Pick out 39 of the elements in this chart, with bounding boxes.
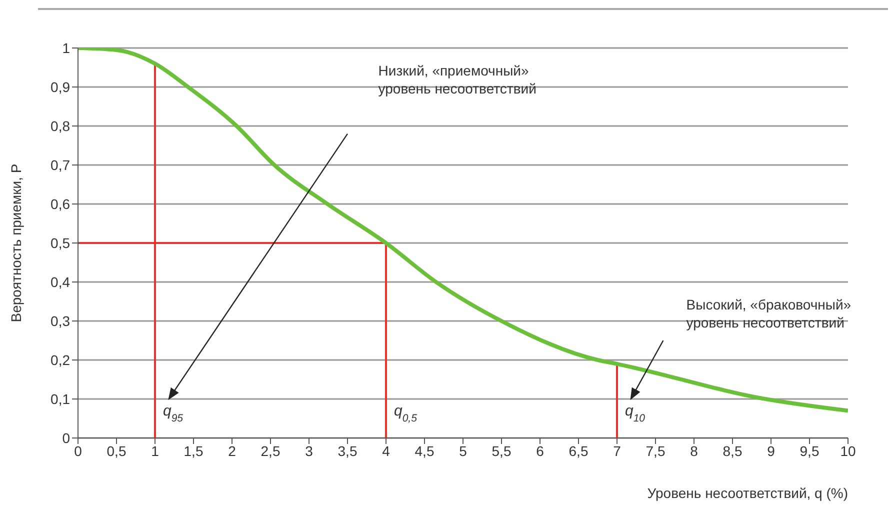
y-tick-label: 0 [62, 430, 70, 446]
y-tick-label: 0,8 [50, 118, 70, 134]
y-tick-label: 0,3 [50, 312, 70, 329]
x-tick-label: 6 [536, 442, 544, 459]
x-tick-label: 9 [767, 442, 776, 459]
x-tick-label: 1 [151, 442, 160, 459]
x-axis-title: Уровень несоответствий, q (%) [647, 485, 848, 501]
x-tick-label: 10 [840, 442, 856, 459]
x-tick-label: 8,5 [722, 442, 742, 459]
annotation: q$_{10}$ [625, 402, 646, 425]
y-axis-title: Вероятность приемки, P [8, 164, 24, 322]
y-tick-label: 0,4 [50, 274, 70, 290]
x-tick-label: 5,5 [492, 442, 512, 459]
annotation: Низкий, «приемочный» уровень несоответствий [378, 62, 536, 96]
x-tick-label: 7,5 [646, 442, 666, 459]
x-tick-label: 7 [613, 442, 622, 459]
annotation: q$_{95}$ [163, 402, 184, 425]
x-tick-label: 8 [690, 442, 698, 459]
x-tick-label: 3,5 [338, 442, 358, 459]
x-tick-label: 4,5 [414, 442, 434, 459]
x-tick-label: 4 [382, 442, 390, 459]
y-tick-label: 0,9 [50, 78, 70, 95]
x-tick-label: 2 [228, 442, 236, 459]
y-tick-label: 0,1 [50, 390, 70, 407]
annotation: q$_{0,5}$ [394, 402, 418, 425]
x-tick-label: 0 [74, 442, 82, 459]
x-tick-label: 3 [305, 442, 314, 459]
x-tick-label: 9,5 [800, 442, 820, 459]
y-tick-label: 0,7 [50, 156, 70, 173]
y-tick-label: 0,6 [50, 196, 70, 212]
y-tick-label: 1 [62, 40, 70, 56]
x-tick-label: 5 [459, 442, 468, 459]
annotation: Высокий, «браковочный» уровень несоответствий [686, 296, 852, 330]
y-tick-label: 0,5 [50, 234, 70, 251]
x-tick-label: 6,5 [568, 442, 588, 459]
x-tick-label: 1,5 [184, 442, 204, 459]
x-tick-label: 0,5 [106, 442, 126, 459]
y-tick-label: 0,2 [50, 352, 70, 368]
x-tick-label: 2,5 [260, 442, 280, 459]
